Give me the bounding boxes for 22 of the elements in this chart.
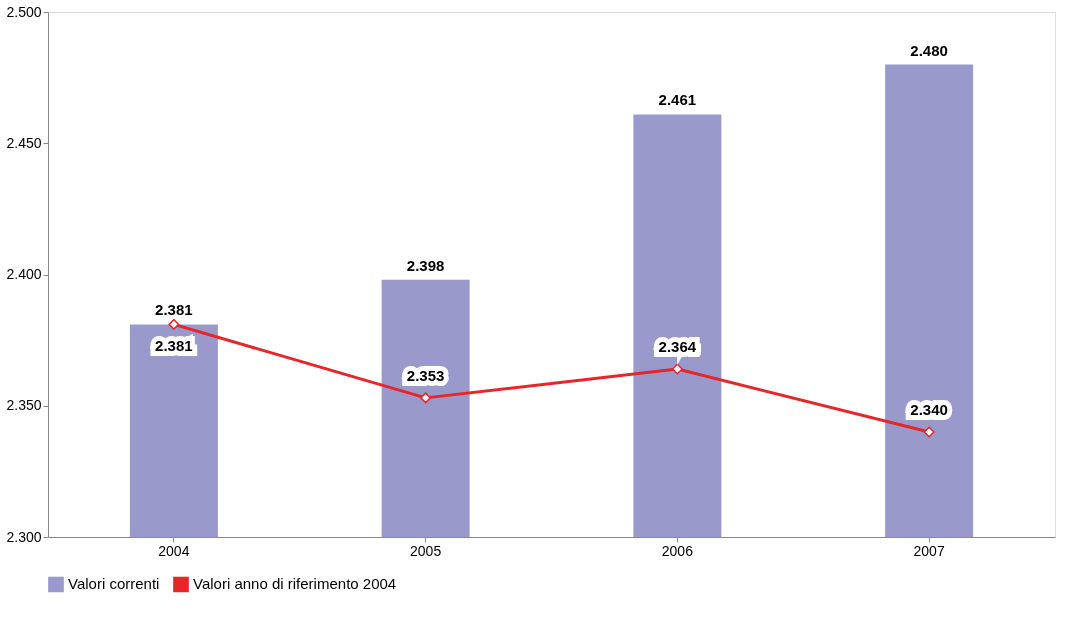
y-tick-label: 2.450: [6, 134, 42, 151]
legend-label: Valori correnti: [68, 575, 160, 593]
point: [168, 318, 180, 330]
data-label: 2.381: [155, 301, 193, 319]
data-label: 2.381: [155, 337, 193, 355]
data-label: 2.340: [910, 401, 948, 418]
y-tick-label: 2.500: [6, 3, 42, 20]
point: [923, 426, 935, 438]
x-tick-label: 2006: [661, 542, 694, 559]
x-tick-label: 2004: [158, 542, 190, 559]
x-tick-label: 2005: [410, 542, 442, 559]
data-label: 2.353: [406, 366, 445, 384]
x-tick-label: 2007: [913, 542, 945, 559]
y-tick-label: 2.400: [6, 266, 42, 282]
data-label: 2.398: [406, 256, 445, 274]
data-label: 2.480: [910, 41, 948, 59]
data-label: 2.461: [658, 91, 697, 109]
point: [671, 363, 683, 375]
y-tick-label: 2.350: [6, 397, 42, 414]
point: [420, 392, 432, 404]
y-tick-label: 2.300: [6, 528, 42, 545]
legend-label: Valori anno di riferimento 2004: [193, 575, 397, 593]
